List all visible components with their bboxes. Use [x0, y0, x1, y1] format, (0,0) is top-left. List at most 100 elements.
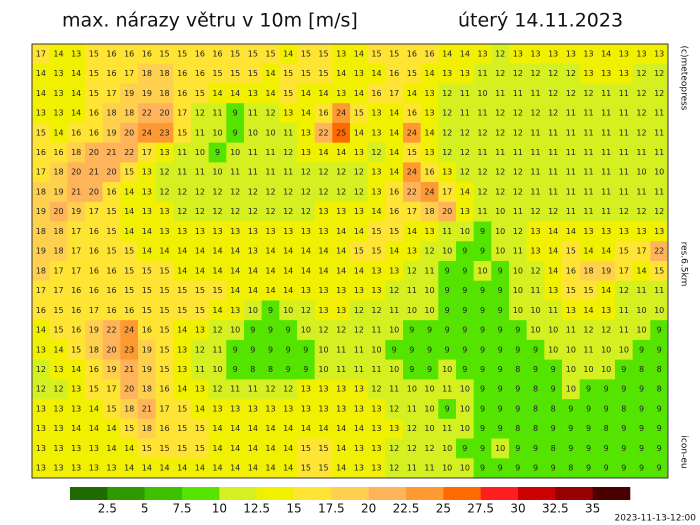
- grid-cell: [85, 418, 103, 439]
- cell-value: 14: [354, 266, 364, 275]
- cell-value: 14: [106, 444, 116, 453]
- grid-cell: [261, 142, 280, 163]
- grid-cell: [526, 142, 545, 163]
- grid-cell: [650, 418, 669, 439]
- grid-cell: [350, 280, 368, 301]
- cell-value: 22: [106, 326, 116, 335]
- grid-cell: [367, 44, 386, 65]
- cell-value: 9: [621, 385, 626, 394]
- grid-cell: [138, 44, 156, 65]
- cell-value: 14: [389, 247, 399, 256]
- grid-cell: [155, 438, 174, 459]
- cell-value: 19: [142, 89, 152, 98]
- cell-value: 14: [318, 266, 328, 275]
- grid-cell: [244, 458, 262, 479]
- cell-value: 17: [124, 69, 134, 78]
- grid-cell: [632, 359, 651, 380]
- grid-cell: [544, 103, 563, 124]
- grid-cell: [85, 122, 103, 143]
- grid-cell: [403, 280, 421, 301]
- grid-cell: [102, 418, 121, 439]
- grid-cell: [279, 438, 298, 459]
- grid-cell: [544, 359, 563, 380]
- grid-cell: [615, 261, 633, 282]
- cell-value: 11: [442, 424, 452, 433]
- grid-cell: [120, 280, 139, 301]
- grid-cell: [85, 241, 103, 262]
- grid-cell: [385, 399, 404, 420]
- cell-value: 14: [212, 444, 222, 453]
- cell-value: 13: [424, 89, 434, 98]
- grid-cell: [526, 44, 545, 65]
- cell-value: 14: [389, 128, 399, 137]
- grid-cell: [155, 122, 174, 143]
- grid-cell: [579, 103, 598, 124]
- cell-value: 24: [142, 128, 152, 137]
- cell-value: 20: [89, 148, 99, 157]
- grid-cell: [226, 458, 245, 479]
- grid-cell: [261, 261, 280, 282]
- grid-cell: [67, 261, 86, 282]
- map-title: max. nárazy větru v 10m [m/s]: [62, 10, 358, 32]
- cell-value: 14: [354, 227, 364, 236]
- cell-value: 18: [583, 266, 593, 275]
- grid-cell: [49, 300, 68, 321]
- grid-cell: [314, 359, 333, 380]
- cell-value: 16: [318, 109, 328, 118]
- grid-cell: [226, 261, 245, 282]
- grid-cell: [597, 103, 616, 124]
- cell-value: 12: [318, 187, 328, 196]
- cell-value: 11: [566, 148, 576, 157]
- grid-cell: [208, 83, 227, 104]
- cell-value: 15: [159, 266, 169, 275]
- grid-cell: [562, 63, 580, 84]
- grid-cell: [138, 182, 156, 203]
- cell-value: 11: [619, 187, 629, 196]
- grid-cell: [562, 162, 580, 183]
- grid-cell: [332, 399, 351, 420]
- grid-cell: [615, 399, 633, 420]
- grid-cell: [85, 399, 103, 420]
- grid-cell: [544, 122, 563, 143]
- grid-cell: [208, 201, 227, 222]
- cell-value: 11: [583, 109, 593, 118]
- cell-value: 16: [106, 306, 116, 315]
- grid-cell: [473, 280, 492, 301]
- grid-cell: [49, 201, 68, 222]
- cell-value: 10: [460, 424, 470, 433]
- cell-value: 11: [407, 464, 417, 473]
- grid-cell: [509, 320, 527, 341]
- cell-value: 14: [336, 266, 346, 275]
- grid-cell: [438, 182, 457, 203]
- grid-cell: [49, 103, 68, 124]
- grid-cell: [297, 122, 315, 143]
- cell-value: 15: [177, 444, 187, 453]
- grid-cell: [456, 399, 474, 420]
- grid-cell: [650, 122, 669, 143]
- cell-value: 16: [407, 49, 417, 58]
- grid-cell: [332, 339, 351, 360]
- grid-cell: [615, 221, 633, 242]
- grid-cell: [155, 83, 174, 104]
- grid-cell: [85, 379, 103, 400]
- grid-cell: [67, 182, 86, 203]
- cell-value: 16: [177, 89, 187, 98]
- grid-cell: [544, 44, 563, 65]
- cell-value: 9: [462, 286, 467, 295]
- cell-value: 14: [265, 266, 275, 275]
- cell-value: 9: [657, 444, 662, 453]
- grid-cell: [49, 438, 68, 459]
- cell-value: 9: [250, 326, 255, 335]
- cell-value: 9: [639, 444, 644, 453]
- cell-value: 14: [53, 49, 63, 58]
- grid-cell: [120, 399, 139, 420]
- cell-value: 14: [283, 286, 293, 295]
- grid-cell: [456, 241, 474, 262]
- grid-cell: [367, 182, 386, 203]
- cell-value: 10: [265, 128, 275, 137]
- grid-cell: [385, 300, 404, 321]
- cell-value: 9: [639, 464, 644, 473]
- cell-value: 13: [371, 128, 381, 137]
- cell-value: 16: [407, 109, 417, 118]
- cell-value: 13: [248, 89, 258, 98]
